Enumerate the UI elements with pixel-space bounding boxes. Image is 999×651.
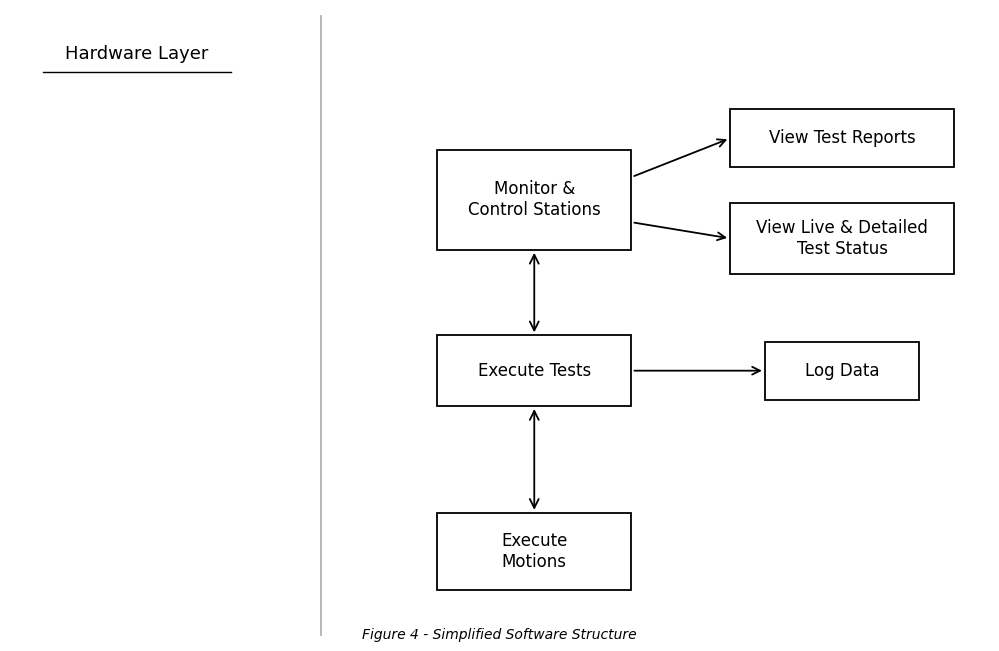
FancyBboxPatch shape	[730, 109, 954, 167]
FancyBboxPatch shape	[438, 513, 631, 590]
Text: View Test Reports: View Test Reports	[769, 130, 916, 147]
Text: Monitor &
Control Stations: Monitor & Control Stations	[468, 180, 600, 219]
FancyBboxPatch shape	[438, 150, 631, 250]
Text: Log Data: Log Data	[805, 362, 879, 380]
Text: Figure 4 - Simplified Software Structure: Figure 4 - Simplified Software Structure	[363, 628, 636, 642]
Text: Hardware Layer: Hardware Layer	[65, 46, 209, 63]
Text: View Live & Detailed
Test Status: View Live & Detailed Test Status	[756, 219, 928, 258]
Text: Execute
Motions: Execute Motions	[501, 532, 567, 571]
FancyBboxPatch shape	[438, 335, 631, 406]
FancyBboxPatch shape	[730, 203, 954, 274]
FancyBboxPatch shape	[765, 342, 919, 400]
Text: Execute Tests: Execute Tests	[478, 362, 590, 380]
